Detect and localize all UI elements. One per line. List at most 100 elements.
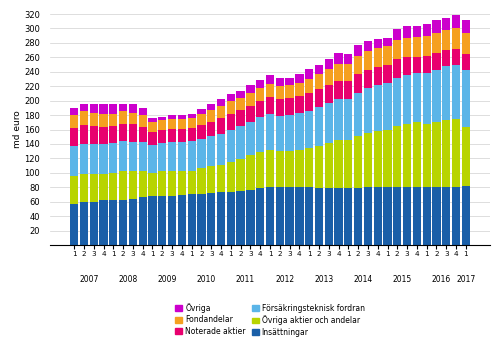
Bar [236, 191, 245, 245]
Bar [403, 124, 411, 187]
Bar [344, 54, 352, 64]
Bar [384, 187, 392, 245]
Bar [138, 172, 147, 197]
Bar [129, 142, 137, 172]
Text: 2010: 2010 [196, 275, 216, 284]
Bar [305, 148, 314, 187]
Bar [452, 28, 460, 49]
Bar [442, 30, 450, 50]
Bar [266, 114, 274, 150]
Bar [315, 74, 323, 89]
Bar [334, 53, 342, 64]
Bar [393, 126, 402, 187]
Bar [100, 200, 108, 245]
Bar [138, 142, 147, 172]
Bar [422, 24, 431, 36]
Bar [315, 107, 323, 146]
Bar [109, 199, 118, 245]
Bar [119, 111, 128, 124]
Bar [334, 99, 342, 140]
Bar [226, 102, 235, 114]
Bar [334, 64, 342, 81]
Bar [452, 49, 460, 64]
Bar [90, 104, 98, 113]
Bar [217, 192, 225, 245]
Bar [354, 45, 362, 56]
Bar [246, 155, 254, 190]
Bar [432, 187, 440, 245]
Bar [129, 104, 137, 113]
Bar [129, 113, 137, 125]
Bar [70, 176, 78, 204]
Bar [452, 187, 460, 245]
Bar [80, 174, 88, 202]
Bar [119, 199, 128, 245]
Bar [236, 159, 245, 191]
Bar [217, 118, 225, 134]
Bar [403, 57, 411, 75]
Bar [334, 140, 342, 188]
Bar [226, 94, 235, 102]
Bar [305, 111, 314, 148]
Bar [384, 130, 392, 187]
Bar [442, 18, 450, 30]
Bar [364, 70, 372, 88]
Bar [344, 140, 352, 188]
Bar [276, 78, 284, 86]
Bar [403, 38, 411, 57]
Bar [129, 125, 137, 142]
Bar [432, 33, 440, 53]
Bar [276, 187, 284, 245]
Bar [442, 187, 450, 245]
Bar [422, 56, 431, 73]
Bar [324, 103, 333, 143]
Bar [295, 150, 304, 187]
Text: 2012: 2012 [275, 275, 294, 284]
Bar [412, 73, 421, 122]
Bar [138, 108, 147, 115]
Bar [256, 80, 264, 88]
Bar [178, 195, 186, 245]
Bar [324, 59, 333, 69]
Bar [100, 104, 108, 114]
Bar [315, 188, 323, 245]
Bar [129, 199, 137, 245]
Text: 2016: 2016 [432, 275, 451, 284]
Bar [207, 104, 216, 110]
Bar [324, 69, 333, 85]
Bar [207, 166, 216, 193]
Bar [422, 124, 431, 187]
Bar [178, 142, 186, 171]
Bar [334, 81, 342, 99]
Bar [100, 127, 108, 144]
Bar [374, 131, 382, 187]
Bar [462, 34, 470, 54]
Bar [315, 89, 323, 107]
Bar [217, 106, 225, 118]
Bar [207, 121, 216, 136]
Bar [138, 197, 147, 245]
Bar [80, 111, 88, 125]
Bar [452, 64, 460, 119]
Bar [168, 171, 176, 196]
Bar [168, 142, 176, 171]
Bar [384, 47, 392, 65]
Bar [462, 21, 470, 34]
Bar [158, 117, 166, 120]
Bar [364, 41, 372, 51]
Bar [226, 162, 235, 191]
Bar [295, 113, 304, 150]
Bar [178, 171, 186, 195]
Bar [217, 134, 225, 165]
Bar [100, 144, 108, 174]
Bar [158, 172, 166, 196]
Bar [286, 85, 294, 98]
Bar [236, 98, 245, 110]
Bar [403, 187, 411, 245]
Bar [364, 51, 372, 70]
Bar [354, 93, 362, 136]
Bar [119, 172, 128, 200]
Bar [188, 128, 196, 141]
Bar [226, 130, 235, 162]
Bar [236, 126, 245, 159]
